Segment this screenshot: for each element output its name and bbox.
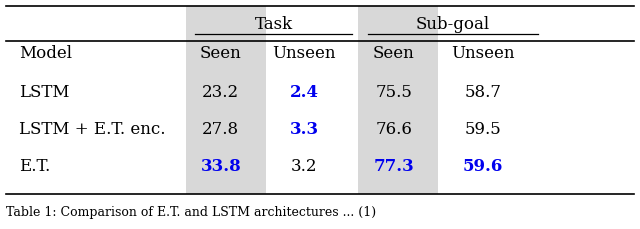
Text: E.T.: E.T. bbox=[19, 158, 51, 174]
Text: Seen: Seen bbox=[372, 45, 415, 62]
Text: Unseen: Unseen bbox=[451, 45, 515, 62]
Text: 59.6: 59.6 bbox=[463, 158, 504, 174]
Text: 3.3: 3.3 bbox=[289, 121, 319, 138]
Text: Task: Task bbox=[255, 16, 292, 33]
Bar bbox=[358, 6, 438, 194]
Text: Sub-goal: Sub-goal bbox=[416, 16, 490, 33]
Text: 59.5: 59.5 bbox=[465, 121, 502, 138]
Text: 3.2: 3.2 bbox=[291, 158, 317, 174]
Text: 23.2: 23.2 bbox=[202, 84, 239, 101]
Text: 58.7: 58.7 bbox=[465, 84, 502, 101]
Text: 2.4: 2.4 bbox=[289, 84, 319, 101]
Text: Seen: Seen bbox=[200, 45, 242, 62]
Text: 27.8: 27.8 bbox=[202, 121, 239, 138]
Bar bbox=[186, 6, 266, 194]
Text: 76.6: 76.6 bbox=[375, 121, 412, 138]
Text: 77.3: 77.3 bbox=[373, 158, 414, 174]
Text: 33.8: 33.8 bbox=[200, 158, 241, 174]
Text: Unseen: Unseen bbox=[272, 45, 336, 62]
Text: 75.5: 75.5 bbox=[375, 84, 412, 101]
Text: Model: Model bbox=[19, 45, 72, 62]
Text: LSTM: LSTM bbox=[19, 84, 70, 101]
Text: Table 1: Comparison of E.T. and LSTM architectures ... (1): Table 1: Comparison of E.T. and LSTM arc… bbox=[6, 207, 376, 219]
Text: LSTM + E.T. enc.: LSTM + E.T. enc. bbox=[19, 121, 166, 138]
